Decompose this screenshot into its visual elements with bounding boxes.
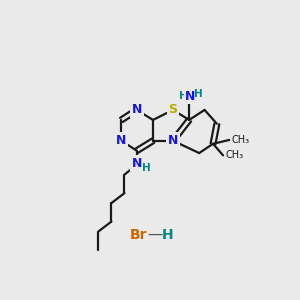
Text: S: S [169, 103, 178, 116]
Text: H: H [142, 163, 150, 173]
Text: H: H [178, 91, 188, 101]
Text: CH₃: CH₃ [232, 135, 250, 145]
Text: CH₃: CH₃ [225, 150, 244, 160]
Text: —: — [148, 227, 163, 242]
Text: H: H [162, 228, 173, 242]
Text: N: N [116, 134, 127, 147]
Text: H: H [194, 89, 203, 99]
Text: N: N [132, 103, 142, 116]
Text: N: N [168, 134, 178, 147]
Text: N: N [185, 90, 195, 103]
Text: Br: Br [130, 228, 147, 242]
Text: N: N [132, 157, 142, 169]
